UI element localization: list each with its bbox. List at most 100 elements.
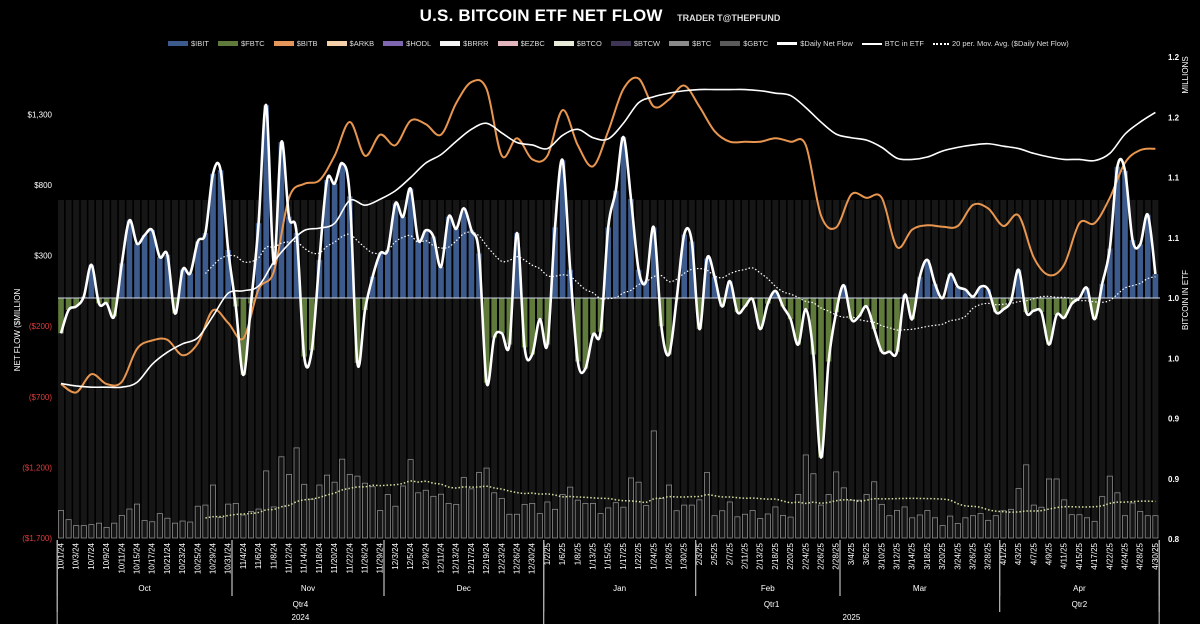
lower-bar [164,517,171,539]
legend-label: BTC in ETF [884,39,924,48]
net-flow-bar [423,230,429,298]
x-tick-label: 10/15/24 [133,542,142,574]
net-flow-bar [149,230,155,298]
lower-moving-average-line [205,480,1156,519]
x-tick-label: 11/14/24 [300,542,309,573]
lower-bar [1023,464,1030,539]
year-label: 2024 [292,613,310,622]
net-flow-bar [575,298,581,362]
x-tick-label: 2/11/25 [741,542,750,569]
net-flow-bar [263,105,269,299]
x-tick-label: 11/26/24 [361,542,370,573]
lower-bar [96,522,103,539]
x-tick-label: 11/20/24 [330,542,339,573]
x-tick-label: 12/5/24 [406,542,415,569]
lower-bar [954,523,961,539]
legend-label: $EZBC [520,39,545,48]
x-tick-label: 2/5/25 [710,542,719,565]
lower-bar [58,510,65,539]
lower-bar [133,503,140,539]
lower-bar [688,504,695,539]
lower-bar [118,515,125,539]
lower-bar [582,502,589,539]
net-flow-bar [217,170,224,298]
lower-bar [1099,496,1106,539]
lower-bar [856,499,863,539]
orange-line [60,76,1156,394]
x-tick-label: 1/28/25 [665,542,674,569]
lower-bar [620,506,627,539]
net-flow-bar [392,203,399,298]
x-tick-label: 10/31/24 [224,542,233,574]
x-tick-label: 3/12/25 [893,542,902,569]
x-tick-label: 2/28/25 [832,542,841,569]
lower-bar [795,494,802,539]
lower-bar [840,487,847,539]
lower-bar [171,522,178,539]
net-flow-bar [886,298,893,352]
x-tick-label: 2/18/25 [771,542,780,569]
net-flow-bar [438,266,444,298]
x-tick-label: 3/26/25 [969,542,978,569]
legend-item: $BTCO [553,39,602,48]
lower-bar [1038,506,1045,539]
x-tick-label: 12/19/24 [482,542,491,574]
net-flow-bar [339,163,345,298]
net-flow-bar [879,298,885,352]
lower-bar [149,521,156,539]
x-tick-label: 4/7/25 [1029,542,1038,565]
right-axis-tick-label: 0.9 [1168,475,1180,484]
net-flow-bar [65,298,72,311]
net-flow-bar [369,276,376,298]
net-flow-bar [240,298,247,375]
x-tick-label: 4/11/25 [1060,542,1069,569]
net-flow-bar [537,298,543,320]
left-axis-tick-label: $300 [34,252,52,261]
lower-bar [962,517,969,539]
x-tick-label: 12/30/24 [528,542,537,574]
lower-bar [529,502,536,539]
x-tick-label: 3/14/25 [908,542,917,569]
net-flow-bar [347,196,353,298]
x-tick-label: 11/22/24 [345,542,354,573]
net-flow-bar [210,173,216,298]
net-flow-bar [1023,298,1029,313]
lower-bar [1008,508,1015,539]
legend-item: $HODL [383,39,431,48]
net-flow-bar [1061,298,1067,318]
net-flow-bar [255,223,262,298]
net-flow-bar [309,298,315,351]
lower-bar [354,475,361,539]
x-tick-label: 2/7/25 [725,542,734,565]
x-tick-label: 1/2/25 [543,542,552,565]
net-flow-bar [924,259,931,298]
lower-bar [1000,510,1007,539]
legend-item: $FBTC [217,39,265,48]
lower-bar [1030,504,1037,539]
btc-in-etf-line [60,88,1156,389]
legend-swatch [610,41,631,46]
net-flow-bar [286,216,292,298]
lower-bar [666,484,673,539]
net-flow-bar [871,298,877,330]
net-flow-bar [278,141,285,298]
chart-title: U.S. BITCOIN ETF NET FLOW [419,6,663,25]
lower-bar [65,519,72,539]
lower-bar [407,459,414,539]
net-flow-bar [628,199,634,298]
net-flow-bar [993,298,999,313]
x-tick-label: 10/9/24 [102,542,111,569]
lower-bar [673,510,680,539]
lower-bar [399,485,406,539]
lower-bar [650,430,657,539]
net-flow-bar [772,290,779,298]
month-label: Mar [913,584,927,593]
lower-bar [1114,492,1121,539]
lower-bar [80,525,87,539]
lower-bar [772,506,779,539]
legend-label: $BITB [296,39,318,48]
legend: $IBIT $FBTC $BITB $ARKB $HODL $BRRR $EZBC $BTCO… [168,39,1069,48]
net-flow-bar [559,160,566,298]
right-axis-tick-label: 1.2 [1168,113,1180,122]
